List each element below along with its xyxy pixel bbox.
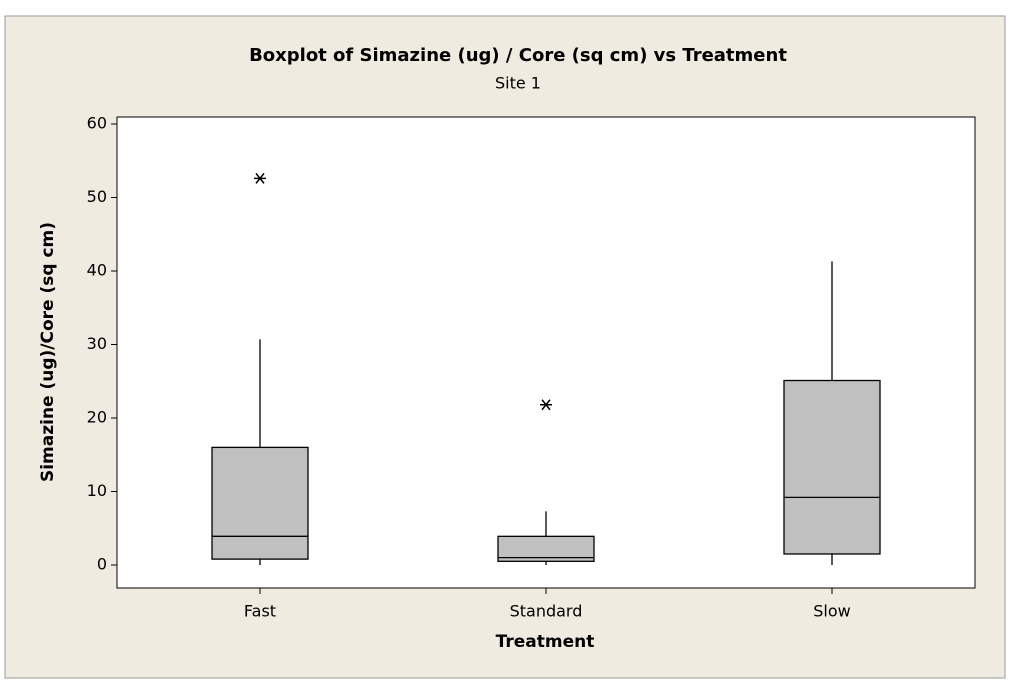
chart-title: Boxplot of Simazine (ug) / Core (sq cm) … bbox=[249, 45, 787, 66]
x-tick-label: Slow bbox=[813, 602, 850, 621]
box bbox=[783, 379, 881, 555]
box bbox=[211, 446, 309, 560]
outlier bbox=[540, 399, 552, 411]
outlier bbox=[254, 172, 266, 184]
outlier-stroke bbox=[255, 172, 265, 184]
y-tick-label: 20 bbox=[87, 407, 107, 426]
x-tick-label: Standard bbox=[510, 602, 583, 621]
x-axis-label: Treatment bbox=[496, 632, 595, 652]
x-tick-label: Fast bbox=[244, 602, 276, 621]
y-tick-label: 30 bbox=[87, 334, 107, 353]
y-tick-label: 10 bbox=[87, 481, 107, 500]
y-tick-label: 40 bbox=[87, 260, 107, 279]
y-tick-label: 50 bbox=[87, 187, 107, 206]
y-tick-label: 60 bbox=[87, 113, 107, 132]
chart-subtitle: Site 1 bbox=[495, 74, 541, 93]
outlier-stroke bbox=[541, 399, 551, 411]
y-axis-label: Simazine (ug)/Core (sq cm) bbox=[38, 222, 58, 482]
y-tick-label: 0 bbox=[97, 554, 107, 573]
